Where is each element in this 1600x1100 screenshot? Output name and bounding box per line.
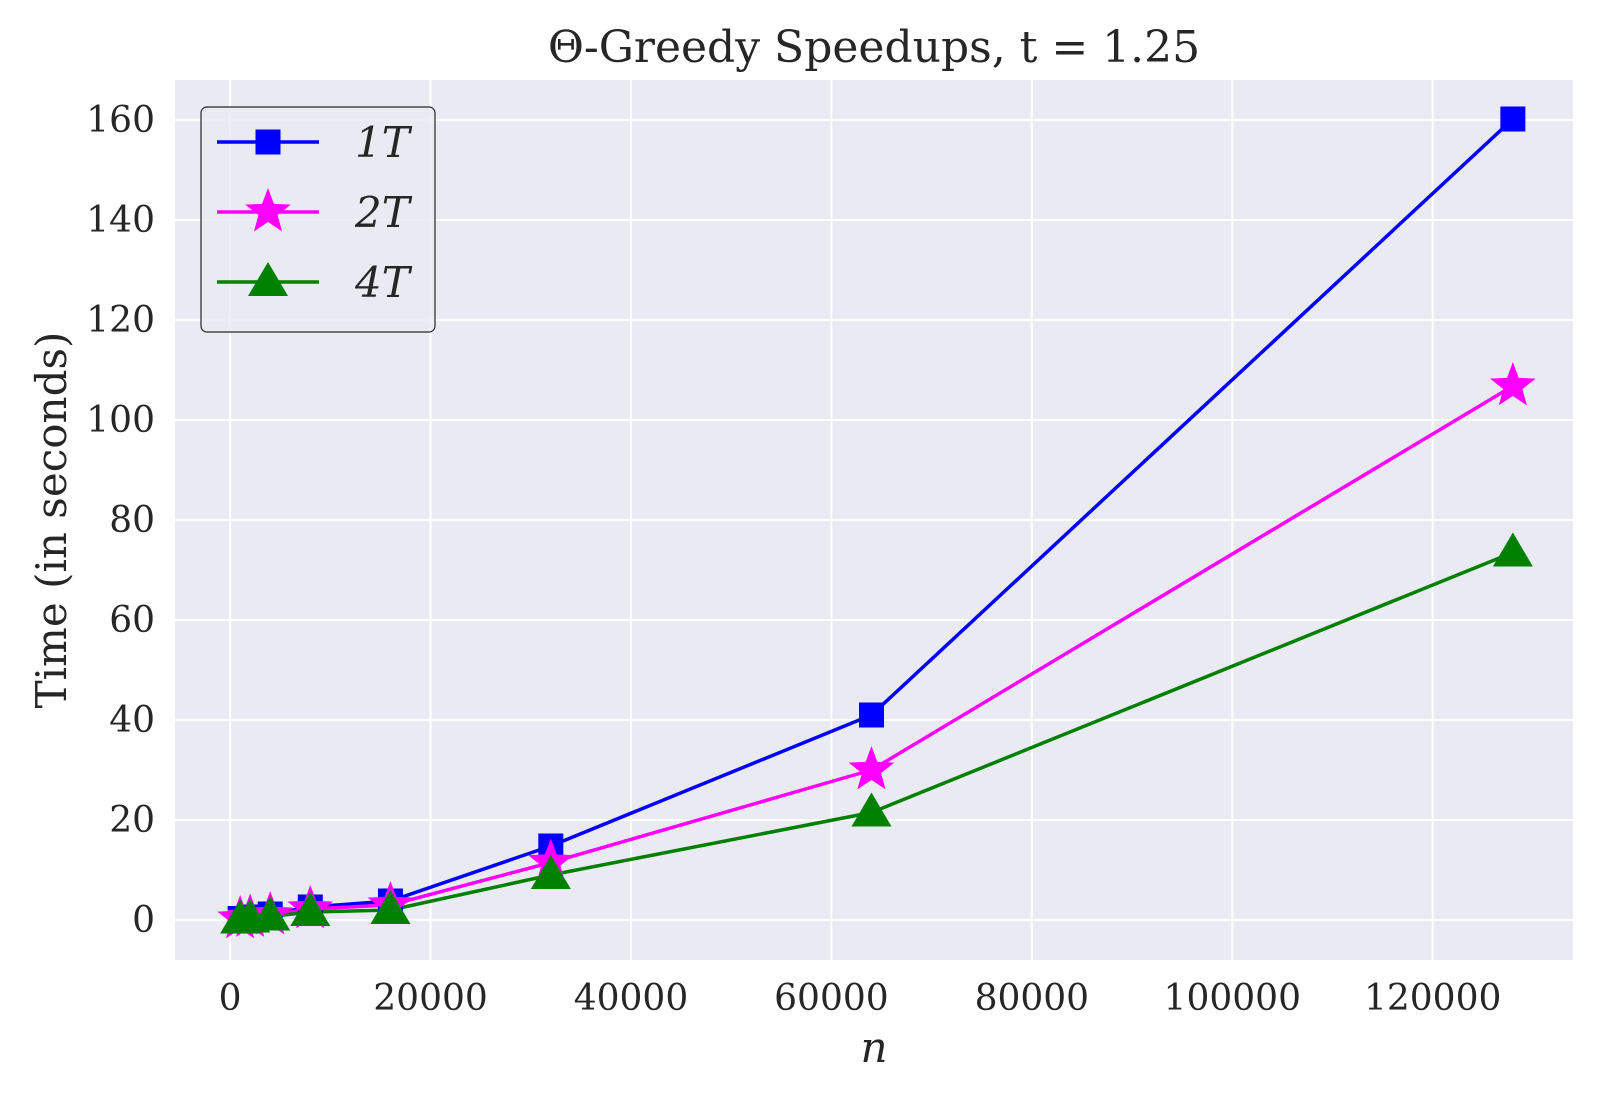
- legend-label: 1T: [355, 118, 413, 167]
- chart-title: Θ-Greedy Speedups, t = 1.25: [548, 22, 1200, 73]
- y-tick-label: 0: [132, 900, 155, 941]
- legend-marker: [255, 129, 281, 155]
- x-tick-label: 80000: [975, 978, 1090, 1019]
- data-point-4T: [250, 896, 291, 931]
- data-point-4T: [290, 892, 331, 926]
- y-tick-label: 140: [86, 200, 155, 241]
- x-tick-label: 20000: [373, 978, 488, 1019]
- y-tick-label: 80: [109, 500, 155, 541]
- x-tick-label: 120000: [1364, 978, 1501, 1019]
- legend: 1T 2T 4T: [200, 106, 436, 333]
- data-point-2T: [848, 746, 895, 790]
- legend-label: 4T: [354, 258, 413, 307]
- x-tick-label: 0: [219, 978, 242, 1019]
- legend-frame: [200, 106, 436, 333]
- y-tick-labels: 0 20 40 60 80 100 120 140 160: [86, 100, 155, 941]
- data-point-4T: [851, 792, 892, 827]
- legend-marker: [245, 188, 291, 232]
- y-tick-label: 40: [109, 700, 155, 741]
- legend-entry-1T: 1T: [217, 118, 413, 167]
- y-axis-label: Time (in seconds): [27, 332, 76, 709]
- data-point-4T: [530, 855, 571, 889]
- y-tick-label: 120: [86, 300, 155, 341]
- data-point-1T: [1500, 106, 1526, 132]
- legend-marker: [248, 262, 288, 296]
- data-point-4T: [370, 890, 411, 924]
- legend-entry-4T: 4T: [217, 258, 413, 307]
- x-tick-label: 100000: [1164, 978, 1301, 1019]
- x-tick-labels: 0 20000 40000 60000 80000 100000 120000: [219, 978, 1502, 1019]
- data-point-2T: [1490, 362, 1536, 406]
- series-markers: [217, 106, 1536, 939]
- x-axis-label: n: [860, 1023, 887, 1072]
- y-tick-label: 20: [109, 800, 155, 841]
- x-tick-label: 60000: [774, 978, 889, 1019]
- legend-label: 2T: [354, 188, 413, 237]
- y-tick-label: 60: [109, 600, 155, 641]
- y-tick-label: 100: [86, 400, 155, 441]
- legend-entry-2T: 2T: [217, 188, 413, 237]
- x-tick-label: 40000: [574, 978, 689, 1019]
- data-point-1T: [858, 702, 884, 728]
- y-tick-label: 160: [86, 100, 155, 141]
- data-point-4T: [1492, 532, 1533, 567]
